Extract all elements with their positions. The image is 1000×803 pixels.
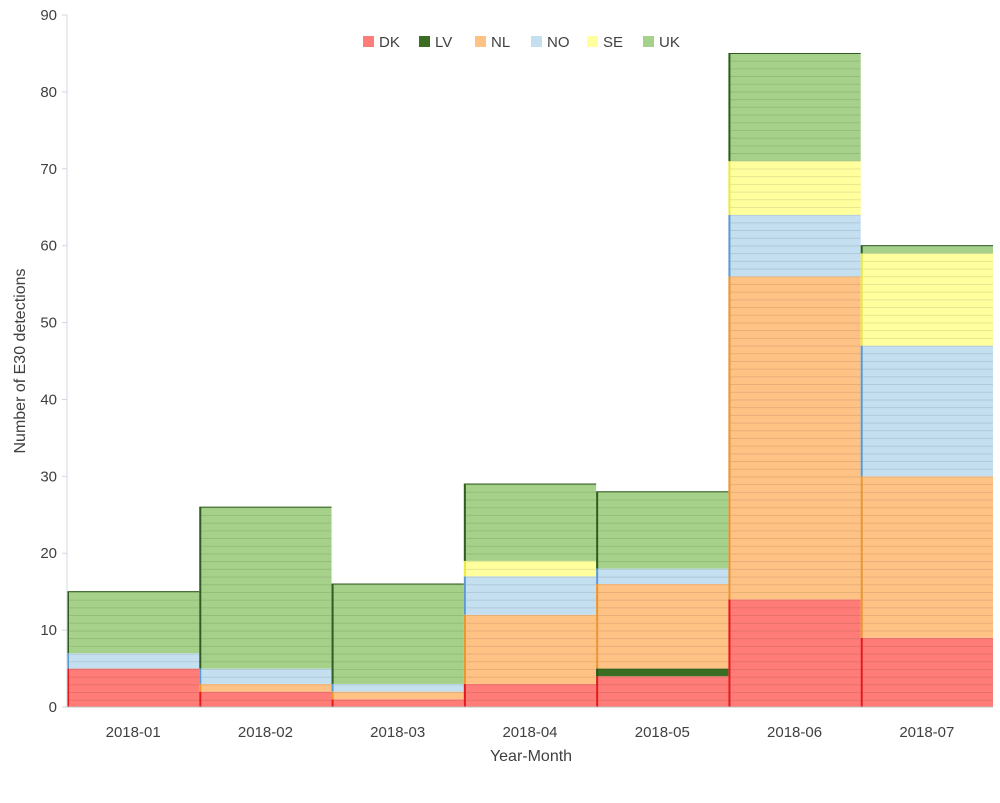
x-tick-label: 2018-05 xyxy=(635,724,690,741)
bar-texture xyxy=(199,507,332,669)
y-axis-title: Number of E30 detections xyxy=(12,269,29,454)
x-tick-label: 2018-02 xyxy=(238,724,293,741)
x-tick-label: 2018-06 xyxy=(767,724,822,741)
legend-label-nl: NL xyxy=(491,34,510,51)
x-tick-label: 2018-07 xyxy=(899,724,954,741)
bar-texture xyxy=(860,345,993,477)
bar-texture xyxy=(199,683,332,692)
axes-layer: 0 10 20 30 40 50 60 70 80 90 2018-01 2018-02 2018-03… xyxy=(40,7,993,741)
x-tick-label: 2018-03 xyxy=(370,724,425,741)
bar-texture xyxy=(596,583,729,669)
legend-swatch-no xyxy=(531,36,542,47)
bar-texture xyxy=(728,53,861,162)
y-tick-label: 80 xyxy=(40,84,57,101)
bar-texture xyxy=(728,599,861,707)
x-axis-title: Year-Month xyxy=(490,748,572,765)
legend-swatch-se xyxy=(587,36,598,47)
bar-texture xyxy=(331,683,464,692)
bar-texture xyxy=(596,668,729,677)
legend-swatch-uk xyxy=(643,36,654,47)
legend-swatch-lv xyxy=(419,36,430,47)
bar-texture xyxy=(67,668,200,707)
legend-label-no: NO xyxy=(547,34,570,51)
bar-texture xyxy=(331,583,464,684)
y-tick-label: 50 xyxy=(40,315,57,332)
legend-label-lv: LV xyxy=(435,34,452,51)
y-tick-label: 0 xyxy=(49,699,57,716)
y-tick-label: 70 xyxy=(40,161,57,178)
legend: DK LV NL NO SE UK xyxy=(363,34,680,51)
bar-texture xyxy=(463,683,597,707)
bar-texture xyxy=(860,637,993,707)
y-tick-label: 60 xyxy=(40,238,57,255)
bar-texture xyxy=(728,276,861,600)
y-tick-label: 10 xyxy=(40,622,57,639)
bar-texture xyxy=(199,668,332,684)
bar-texture xyxy=(463,614,597,684)
bar-texture xyxy=(728,161,861,215)
legend-swatch-nl xyxy=(475,36,486,47)
y-tick-label: 20 xyxy=(40,545,57,562)
legend-label-uk: UK xyxy=(659,34,680,51)
bar-texture xyxy=(596,491,729,569)
y-tick-label: 90 xyxy=(40,7,57,24)
bar-texture xyxy=(860,476,993,638)
bar-texture xyxy=(199,691,332,707)
x-tick-label: 2018-01 xyxy=(106,724,161,741)
legend-label-dk: DK xyxy=(379,34,400,51)
bar-texture xyxy=(860,253,993,346)
legend-swatch-dk xyxy=(363,36,374,47)
legend-label-se: SE xyxy=(603,34,623,51)
y-tick-label: 30 xyxy=(40,468,57,485)
x-tick-label: 2018-04 xyxy=(502,724,557,741)
bar-texture xyxy=(596,568,729,584)
y-tick-label: 40 xyxy=(40,391,57,408)
bars-layer xyxy=(67,52,993,707)
bar-texture xyxy=(331,691,464,700)
bar-texture xyxy=(463,576,597,615)
bar-texture xyxy=(67,653,200,669)
bar-texture xyxy=(463,484,597,561)
bar-texture xyxy=(860,245,993,254)
bar-texture xyxy=(728,214,861,277)
bar-texture xyxy=(596,676,729,707)
bar-texture xyxy=(67,591,200,654)
bar-texture xyxy=(463,560,597,577)
bar-texture xyxy=(331,699,464,707)
